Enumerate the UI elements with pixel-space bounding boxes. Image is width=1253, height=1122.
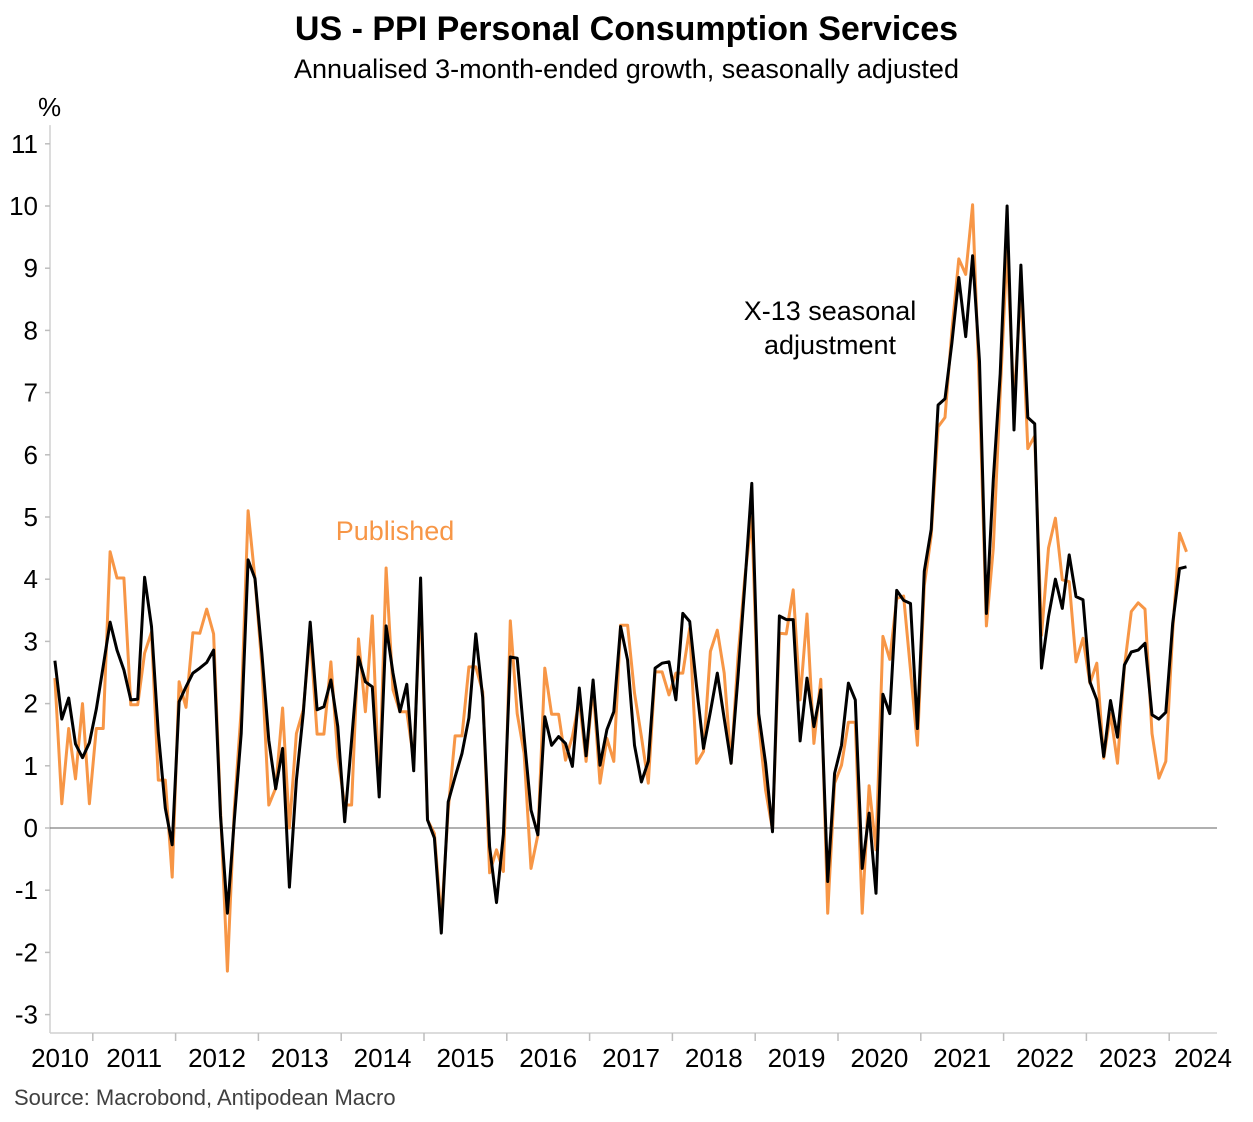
y-tick-label: 5 [24,502,38,532]
x-tick-label: 2019 [768,1043,826,1073]
x-tick-label: 2018 [685,1043,743,1073]
y-tick-label: 0 [24,813,38,843]
x-tick-label: 2020 [850,1043,908,1073]
x-tick-label: 2010 [31,1043,89,1073]
x-tick-label: 2023 [1099,1043,1157,1073]
y-tick-label: 8 [24,315,38,345]
x-tick-label: 2011 [106,1043,162,1073]
y-tick-label: 10 [9,191,38,221]
x-tick-label: 2016 [519,1043,577,1073]
y-tick-label: 1 [24,751,38,781]
y-tick-label: 2 [24,689,38,719]
x-tick-label: 2021 [933,1043,991,1073]
y-tick-label: 3 [24,626,38,656]
y-tick-label: 11 [11,129,38,159]
x-tick-label: 2012 [188,1043,246,1073]
source-note: Source: Macrobond, Antipodean Macro [14,1085,396,1110]
y-tick-label: -1 [15,875,38,905]
x-tick-label: 2024 [1174,1043,1232,1073]
y-tick-label: 4 [24,564,38,594]
y-tick-label: 6 [24,440,38,470]
chart-subtitle: Annualised 3-month-ended growth, seasona… [294,54,959,84]
y-tick-label: -3 [15,1000,38,1030]
y-tick-label: -2 [15,937,38,967]
x-tick-label: 2015 [436,1043,494,1073]
y-tick-label: 9 [24,253,38,283]
annotation-x13-line1: X-13 seasonal [744,296,917,326]
x-tick-label: 2017 [602,1043,660,1073]
x-tick-label: 2014 [354,1043,412,1073]
x-tick-label: 2022 [1016,1043,1074,1073]
x-tick-label: 2013 [271,1043,329,1073]
chart-title: US - PPI Personal Consumption Services [294,10,959,48]
y-tick-label: 7 [24,378,38,408]
y-axis-unit-label: % [38,92,61,122]
series-line-x13 [53,204,1187,935]
annotation-x13-line2: adjustment [764,330,897,360]
annotation-published: Published [336,516,455,546]
